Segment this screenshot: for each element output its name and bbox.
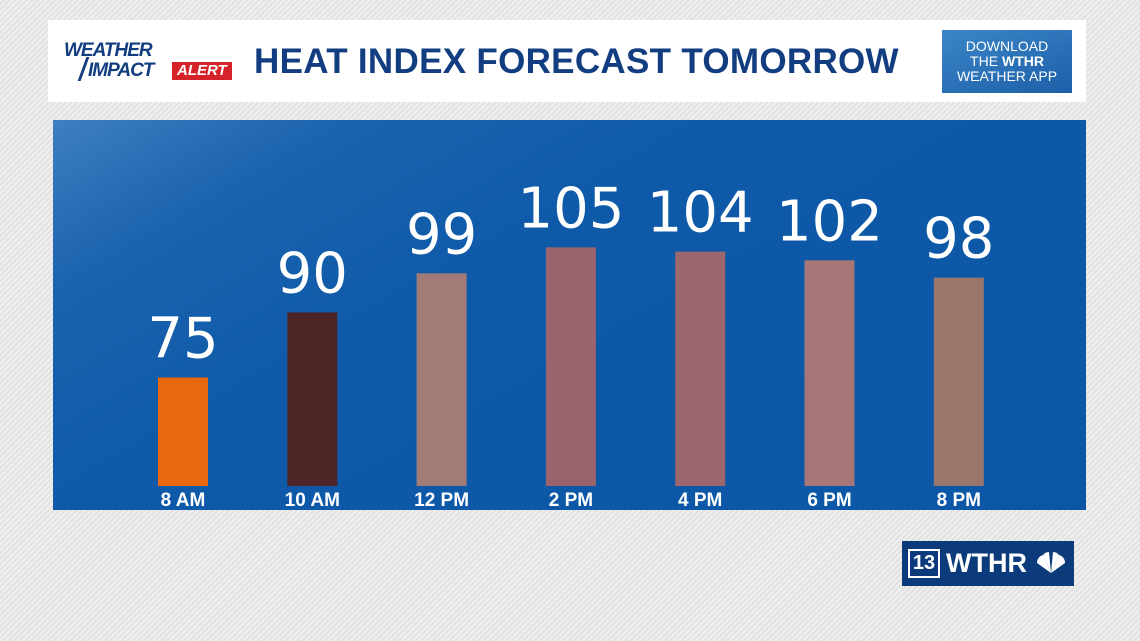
bar-3 xyxy=(545,247,596,486)
channel-number: 13 xyxy=(908,549,940,578)
x-tick-label-2: 12 PM xyxy=(414,490,469,510)
data-label-1: 90 xyxy=(277,241,348,306)
download-line-2-brand: WTHR xyxy=(1001,53,1044,69)
bar-6 xyxy=(933,277,984,486)
bar-0 xyxy=(158,377,208,486)
data-label-0: 75 xyxy=(147,307,218,372)
peacock-icon xyxy=(1036,552,1066,573)
logo-weather-text: WEATHER xyxy=(64,40,153,61)
heat-index-bar-chart: 75 8 AM 90 10 AM 99 12 PM 105 2 PM 104 4 PM 102 6 P… xyxy=(147,176,994,510)
x-tick-label-4: 4 PM xyxy=(678,490,722,510)
data-label-6: 98 xyxy=(923,207,994,272)
data-label-4: 104 xyxy=(647,181,754,246)
data-label-5: 102 xyxy=(776,189,883,254)
download-line-3: WEATHER APP xyxy=(956,68,1058,84)
data-label-3: 105 xyxy=(517,176,624,241)
x-tick-label-0: 8 AM xyxy=(161,490,206,510)
x-tick-label-1: 10 AM xyxy=(285,490,340,510)
x-tick-label-5: 6 PM xyxy=(807,490,851,510)
x-tick-label-3: 2 PM xyxy=(549,490,593,510)
download-line-2: THE WTHR xyxy=(942,54,1072,69)
download-app-button[interactable]: DOWNLOAD THE WTHR WEATHER APP xyxy=(942,30,1072,93)
weather-impact-alert-logo: WEATHER IMPACT ALERT xyxy=(64,40,248,84)
x-tick-label-6: 8 PM xyxy=(937,490,981,510)
logo-impact-text: IMPACT xyxy=(88,60,154,81)
data-label-2: 99 xyxy=(406,202,477,267)
download-line-1: DOWNLOAD xyxy=(965,38,1049,54)
page-title: HEAT INDEX FORECAST TOMORROW xyxy=(254,42,899,81)
bar-5 xyxy=(804,260,855,486)
bar-1 xyxy=(287,312,338,486)
bar-4 xyxy=(675,251,726,486)
wthr-brand-logo: 13 WTHR xyxy=(902,541,1074,586)
logo-alert-badge: ALERT xyxy=(172,62,232,80)
chart-plot-area: 75 8 AM 90 10 AM 99 12 PM 105 2 PM 104 4 PM 102 6 P… xyxy=(53,120,1086,510)
station-name: WTHR xyxy=(946,548,1027,578)
header-bar: WEATHER IMPACT ALERT HEAT INDEX FORECAST… xyxy=(48,20,1086,102)
bar-2 xyxy=(416,273,467,486)
download-line-2-prefix: THE xyxy=(970,53,1002,69)
